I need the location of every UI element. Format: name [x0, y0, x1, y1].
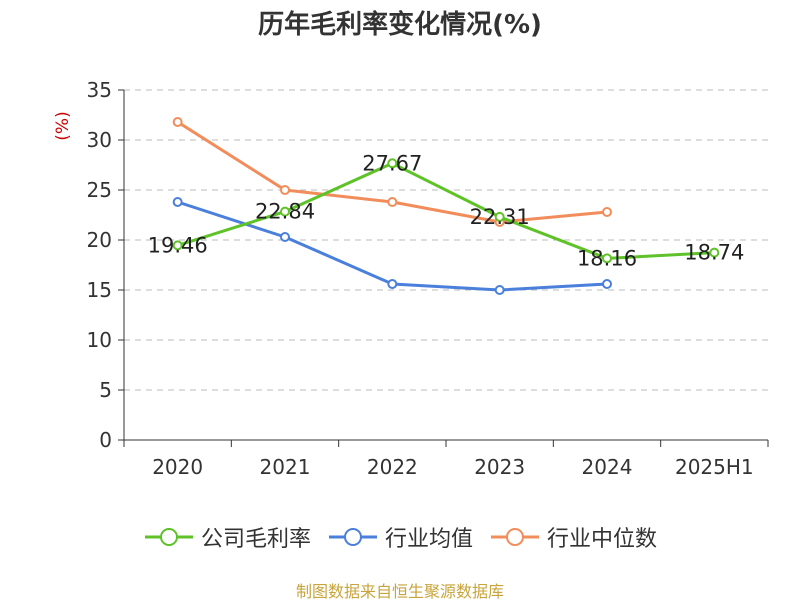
y-tick-label: 5 — [99, 378, 112, 402]
x-tick-label: 2025H1 — [675, 455, 754, 479]
data-label: 19.46 — [148, 233, 208, 257]
series-lines — [172, 117, 720, 295]
data-point — [172, 197, 183, 207]
data-label: 22.31 — [470, 205, 530, 229]
y-axis-label: (%) — [53, 111, 73, 140]
y-tick-label: 35 — [87, 78, 112, 102]
y-tick-label: 0 — [99, 428, 112, 452]
legend-item[interactable]: 行业均值 — [327, 521, 473, 553]
data-point — [387, 279, 398, 289]
data-point — [494, 211, 505, 222]
axes: 0 5 10 15 20 25 30 35 2020 2021 2022 2023 2024 2025H1 — [87, 78, 769, 479]
data-point — [387, 197, 398, 207]
data-point — [280, 232, 290, 242]
data-label: 27.67 — [362, 151, 422, 175]
y-tick-label: 15 — [87, 278, 112, 302]
legend-label: 行业中位数 — [547, 527, 658, 552]
data-label: 18.74 — [684, 241, 744, 265]
y-tick-label: 10 — [87, 328, 112, 352]
grid-lines — [124, 89, 768, 391]
legend-marker-icon — [144, 528, 193, 546]
x-tick-label: 2021 — [260, 455, 311, 479]
legend-item[interactable]: 公司毛利率 — [143, 521, 311, 553]
data-labels: 19.46 22.84 27.67 22.31 18.16 18.74 — [148, 151, 745, 270]
legend-marker-icon — [328, 528, 377, 546]
data-point — [280, 206, 290, 217]
data-label: 22.84 — [255, 200, 315, 224]
data-point — [387, 158, 398, 169]
data-point — [494, 285, 505, 295]
legend-label: 公司毛利率 — [200, 527, 311, 552]
x-tick-label: 2022 — [367, 455, 418, 479]
data-point — [280, 185, 290, 195]
x-tick-label: 2023 — [474, 455, 525, 479]
y-tick-label: 25 — [87, 178, 112, 202]
data-point — [602, 253, 612, 264]
y-tick-label: 20 — [87, 228, 112, 252]
legend-item[interactable]: 行业中位数 — [489, 521, 657, 553]
legend: 公司毛利率 行业均值 行业中位数 — [0, 519, 800, 555]
data-point — [172, 240, 183, 251]
y-tick-label: 30 — [87, 128, 112, 152]
data-label: 18.16 — [577, 246, 637, 270]
legend-label: 行业均值 — [384, 527, 473, 552]
chart-title: 历年毛利率变化情况(%) — [258, 10, 542, 40]
x-tick-label: 2024 — [582, 455, 633, 479]
x-tick-label: 2020 — [152, 455, 203, 479]
data-point — [602, 207, 612, 217]
legend-marker-icon — [491, 528, 539, 546]
source-note: 制图数据来自恒生聚源数据库 — [295, 582, 504, 601]
data-point — [709, 247, 720, 258]
data-point — [602, 279, 612, 289]
series-line — [177, 161, 715, 260]
data-point — [172, 117, 183, 127]
series-line — [177, 200, 608, 292]
